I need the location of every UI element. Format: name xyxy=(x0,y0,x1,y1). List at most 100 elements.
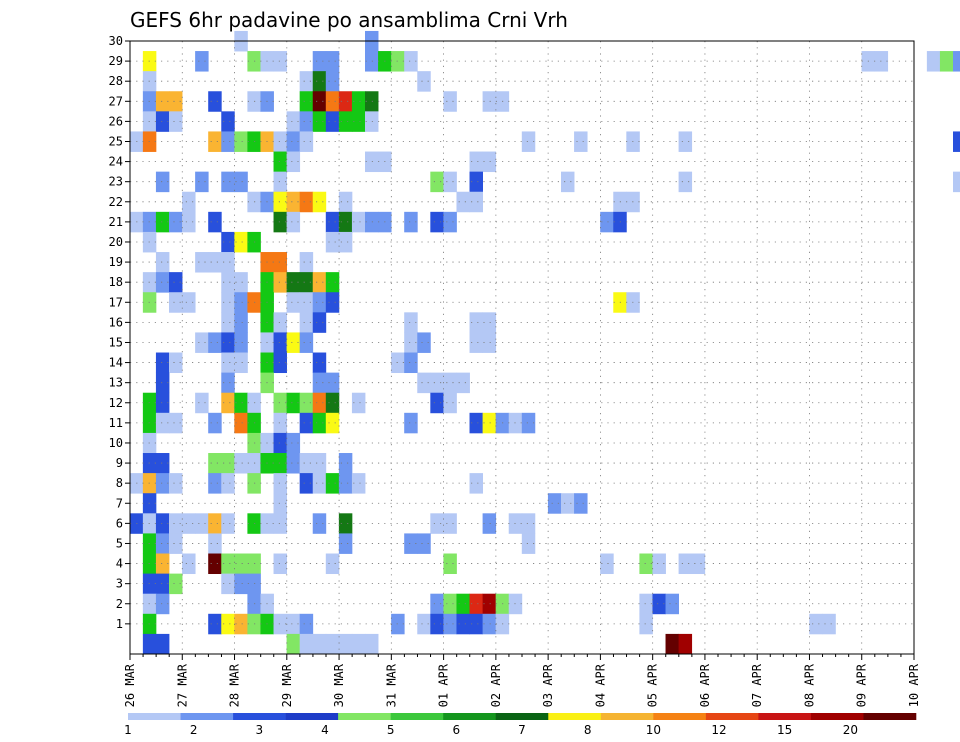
heatmap-cell xyxy=(482,513,497,534)
y-tick-label: 9 xyxy=(116,456,123,470)
y-axis: 1234567891011121314151617181920212223242… xyxy=(109,34,130,631)
heatmap-cell xyxy=(365,111,379,132)
heatmap-cell xyxy=(482,332,497,353)
colorbar-label: 8 xyxy=(584,723,592,737)
heatmap-cell xyxy=(221,312,235,333)
heatmap-cell xyxy=(286,633,301,655)
colorbar-label: 10 xyxy=(646,723,661,737)
heatmap-cell xyxy=(469,151,483,173)
heatmap-cell xyxy=(221,453,235,474)
heatmap-cell xyxy=(195,51,209,72)
heatmap-cell xyxy=(299,252,314,273)
heatmap-cell xyxy=(155,392,170,414)
heatmap-cell xyxy=(822,613,836,635)
heatmap-cell xyxy=(169,211,183,233)
heatmap-cell xyxy=(665,633,679,655)
y-tick-label: 22 xyxy=(109,195,123,209)
colorbar-label: 6 xyxy=(453,723,461,737)
heatmap-cell xyxy=(325,211,340,233)
colorbar-label: 4 xyxy=(321,723,329,737)
y-tick-label: 28 xyxy=(109,74,123,88)
heatmap-cell xyxy=(652,593,666,615)
heatmap-cell xyxy=(338,211,353,233)
heatmap-cell xyxy=(155,633,170,655)
heatmap-cell xyxy=(678,131,693,152)
x-tick-label: 07 APR xyxy=(750,663,764,707)
colorbar-label: 20 xyxy=(843,723,858,737)
heatmap-cell xyxy=(299,272,314,293)
heatmap-cell xyxy=(221,252,235,273)
heatmap-cell xyxy=(351,633,366,655)
y-tick-label: 7 xyxy=(116,496,123,510)
heatmap-cell xyxy=(391,352,405,374)
heatmap-cell xyxy=(142,633,157,655)
heatmap-cell xyxy=(443,513,457,534)
heatmap-cell xyxy=(404,312,418,333)
heatmap-cell xyxy=(208,553,222,575)
heatmap-cell xyxy=(469,593,483,615)
heatmap-cell xyxy=(325,372,340,394)
heatmap-cell xyxy=(221,513,235,534)
heatmap-cell xyxy=(221,553,235,575)
x-tick-label: 29 MAR xyxy=(280,663,294,707)
heatmap-cell xyxy=(926,51,941,72)
heatmap-cell xyxy=(299,292,314,313)
x-tick-label: 31 MAR xyxy=(384,663,398,707)
heatmap-cell xyxy=(325,231,340,253)
heatmap-cell xyxy=(221,272,235,293)
y-tick-label: 24 xyxy=(109,155,123,169)
heatmap-cell xyxy=(208,332,222,353)
colorbar-swatch xyxy=(443,713,497,720)
x-tick-label: 27 MAR xyxy=(175,663,189,707)
x-tick-label: 28 MAR xyxy=(228,663,242,707)
heatmap-cell xyxy=(469,191,483,213)
heatmap-cell xyxy=(195,171,209,193)
heatmap-cell xyxy=(169,292,183,313)
heatmap-cell xyxy=(299,613,314,635)
heatmap-cell xyxy=(273,352,287,374)
colorbar-swatch xyxy=(128,713,181,720)
y-tick-label: 23 xyxy=(109,175,123,189)
heatmap-cell xyxy=(169,473,183,494)
colorbar-label: 15 xyxy=(777,723,792,737)
heatmap-cell xyxy=(351,392,366,414)
heatmap-cell xyxy=(325,111,340,132)
heatmap-cell xyxy=(155,352,170,374)
heatmap-cell xyxy=(443,593,457,615)
heatmap-cell xyxy=(417,533,431,554)
heatmap-cell xyxy=(312,91,327,112)
y-tick-label: 18 xyxy=(109,275,123,289)
heatmap-cell xyxy=(286,111,301,132)
heatmap-cell xyxy=(678,171,693,193)
heatmap-cell xyxy=(182,553,196,575)
heatmap-cell xyxy=(169,533,183,554)
heatmap-cell xyxy=(221,352,235,374)
heatmap-cell xyxy=(417,71,431,92)
heatmap-cell xyxy=(430,613,444,635)
heatmap-cell xyxy=(312,372,327,394)
heatmap-cell xyxy=(482,91,497,112)
heatmap-cell xyxy=(208,453,222,474)
x-tick-label: 02 APR xyxy=(489,663,503,707)
heatmap-cell xyxy=(430,372,444,394)
heatmap-cell xyxy=(417,372,431,394)
heatmap-cell xyxy=(430,211,444,233)
heatmap-cell xyxy=(678,553,693,575)
heatmap-cell xyxy=(221,573,235,595)
heatmap-cell xyxy=(208,211,222,233)
heatmap-cell xyxy=(155,533,170,554)
heatmap-cell xyxy=(286,432,301,454)
heatmap-cell xyxy=(338,533,353,554)
heatmap-cell xyxy=(221,231,235,253)
heatmap-cell xyxy=(286,272,301,293)
y-tick-label: 1 xyxy=(116,617,123,631)
colorbar-swatch xyxy=(285,713,339,720)
heatmap-cell xyxy=(234,412,248,434)
heatmap-cell xyxy=(299,191,314,213)
heatmap-cell xyxy=(325,91,340,112)
heatmap-cell xyxy=(299,392,314,414)
heatmap-cell xyxy=(273,332,287,353)
heatmap-cell xyxy=(365,91,379,112)
heatmap-cell xyxy=(221,332,235,353)
